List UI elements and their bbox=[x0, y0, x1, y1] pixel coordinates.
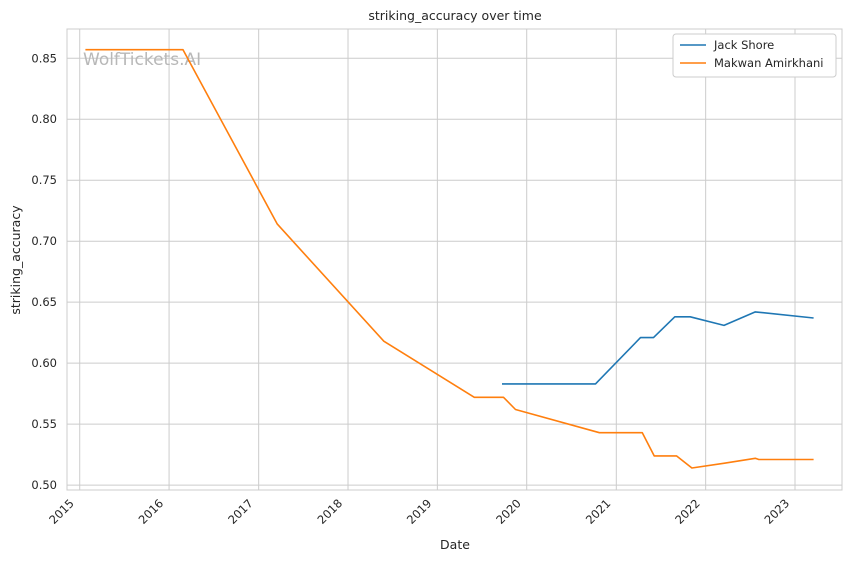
y-tick-label: 0.80 bbox=[31, 112, 57, 126]
y-axis-title: striking_accuracy bbox=[8, 205, 23, 315]
y-tick-label: 0.75 bbox=[31, 173, 57, 187]
legend-label-jack-shore: Jack Shore bbox=[713, 38, 774, 52]
grid bbox=[67, 29, 842, 490]
legend: Jack Shore Makwan Amirkhani bbox=[672, 33, 837, 78]
y-tick-label: 0.50 bbox=[31, 478, 57, 492]
series-lines bbox=[85, 48, 814, 469]
series-line-jack-shore bbox=[502, 311, 814, 385]
y-tick-label: 0.65 bbox=[31, 295, 57, 309]
series-line-makwan-amirkhani bbox=[85, 48, 814, 469]
chart-title: striking_accuracy over time bbox=[368, 8, 542, 23]
plot-area-frame bbox=[66, 28, 843, 491]
legend-box bbox=[672, 33, 837, 78]
legend-label-makwan-amirkhani: Makwan Amirkhani bbox=[714, 56, 824, 70]
y-tick-label: 0.70 bbox=[31, 234, 57, 248]
y-tick-label: 0.85 bbox=[31, 51, 57, 65]
y-tick-label: 0.60 bbox=[31, 356, 57, 370]
y-tick-label: 0.55 bbox=[31, 417, 57, 431]
x-axis-title: Date bbox=[440, 537, 470, 552]
watermark-text: WolfTickets.AI bbox=[83, 50, 201, 70]
